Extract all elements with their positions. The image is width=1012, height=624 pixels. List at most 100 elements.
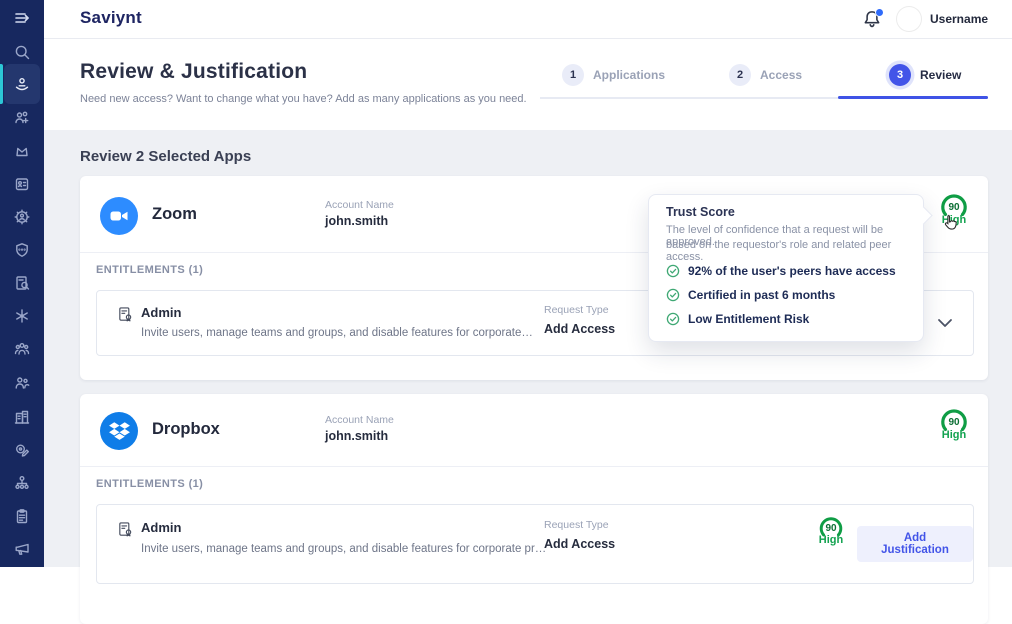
sidebar-item-audit-document[interactable]: [13, 274, 31, 292]
stepper-active-track: [838, 96, 988, 99]
trust-score-gauge[interactable]: 90 High: [937, 409, 971, 441]
sidebar-item-id-card[interactable]: [13, 175, 31, 193]
sidebar-item-certification-badge[interactable]: [13, 441, 31, 459]
building-icon: [14, 410, 30, 424]
spark-icon: [16, 309, 28, 323]
tooltip-item-text: 92% of the user's peers have access: [688, 264, 896, 278]
request-access-icon: [15, 78, 29, 91]
sidebar-item-delegation[interactable]: [13, 374, 31, 392]
zoom-logo-icon: [100, 197, 138, 235]
sidebar-item-add-user[interactable]: [13, 109, 31, 127]
trust-score-level: High: [818, 534, 844, 546]
tooltip-item-text: Certified in past 6 months: [688, 288, 836, 302]
sidebar-item-request-access[interactable]: [13, 75, 31, 93]
step-review[interactable]: 3 Review: [889, 64, 961, 86]
app-name: Zoom: [152, 205, 197, 223]
step-label: Access: [760, 68, 803, 82]
check-circle-icon: [666, 288, 680, 302]
sidebar-active-highlight: [4, 64, 40, 104]
account-name-value: john.smith: [325, 429, 389, 443]
entitlement-description: Invite users, manage teams and groups, a…: [141, 327, 533, 339]
dropbox-logo-icon: [100, 412, 138, 450]
stepper-track: [540, 97, 988, 99]
sidebar: [0, 0, 44, 567]
people-pair-icon: [15, 377, 30, 389]
username-label[interactable]: Username: [930, 12, 989, 26]
sidebar-item-organization[interactable]: [13, 408, 31, 426]
tooltip-item-text: Low Entitlement Risk: [688, 312, 810, 326]
app-name: Dropbox: [152, 420, 220, 438]
saviynt-logo[interactable]: Saviynt: [80, 8, 142, 27]
step-number-badge: 3: [889, 64, 911, 86]
id-card-icon: [15, 178, 29, 191]
page-header-section: Review & Justification Need new access? …: [44, 38, 1012, 130]
request-type-value: Add Access: [544, 322, 616, 336]
tooltip-list-item: Low Entitlement Risk: [666, 312, 809, 326]
entitlement-row: Admin Invite users, manage teams and gro…: [96, 504, 974, 584]
sidebar-item-identity-settings[interactable]: [13, 208, 31, 226]
sidebar-item-announcements[interactable]: [13, 540, 31, 558]
notification-dot: [875, 8, 884, 17]
request-type-label: Request Type: [544, 519, 609, 531]
page-title: Review & Justification: [80, 60, 308, 83]
user-avatar[interactable]: [896, 6, 922, 32]
account-name-value: john.smith: [325, 214, 389, 228]
tooltip-description-line1: The level of confidence that a request w…: [666, 224, 884, 248]
card-divider: [80, 466, 988, 467]
sidebar-item-tasks-clipboard[interactable]: [13, 507, 31, 525]
app-card-dropbox: Dropbox Account Name john.smith 90 High …: [80, 394, 988, 624]
search-icon: [15, 45, 30, 60]
account-name-label: Account Name: [325, 199, 394, 211]
sidebar-item-teams[interactable]: [13, 340, 31, 358]
org-chart-icon: [15, 476, 29, 490]
badge-edit-icon: [16, 444, 29, 457]
request-type-value: Add Access: [544, 537, 616, 551]
add-justification-button[interactable]: Add Justification: [857, 526, 973, 562]
sidebar-item-security-shield[interactable]: [13, 241, 31, 259]
tooltip-description-line2: based on the requestor's role and relate…: [666, 239, 892, 263]
step-label: Applications: [593, 68, 666, 82]
step-applications[interactable]: 1 Applications: [562, 64, 665, 86]
tooltip-list-item: 92% of the user's peers have access: [666, 264, 896, 278]
page-subtitle: Need new access? Want to change what you…: [80, 93, 527, 105]
chevron-down-icon[interactable]: [934, 312, 956, 334]
sidebar-active-indicator: [0, 64, 3, 104]
sidebar-item-menu-expand[interactable]: [13, 9, 31, 27]
trust-score-level: High: [941, 429, 967, 441]
entitlement-document-icon: [117, 521, 134, 538]
shield-icon: [16, 243, 28, 257]
request-type-label: Request Type: [544, 304, 609, 316]
step-access[interactable]: 2 Access: [729, 64, 802, 86]
entitlement-name: Admin: [141, 520, 182, 535]
add-user-icon: [15, 111, 29, 124]
clipboard-icon: [16, 509, 28, 524]
gear-user-icon: [14, 209, 30, 225]
sidebar-item-search[interactable]: [13, 43, 31, 61]
sidebar-item-privileged-access[interactable]: [13, 142, 31, 160]
team-icon: [14, 343, 30, 355]
top-bar: Saviynt Username: [44, 0, 1012, 39]
check-circle-icon: [666, 264, 680, 278]
entitlements-header: ENTITLEMENTS (1): [96, 478, 204, 490]
menu-expand-icon: [15, 13, 29, 23]
crown-icon: [16, 147, 28, 157]
entitlement-description: Invite users, manage teams and groups, a…: [141, 543, 547, 555]
entitlement-document-icon: [117, 306, 134, 323]
step-label: Review: [920, 68, 962, 82]
megaphone-icon: [15, 543, 29, 555]
step-number-badge: 2: [729, 64, 751, 86]
cursor-pointer-icon: [942, 214, 960, 232]
sidebar-item-spark[interactable]: [13, 307, 31, 325]
card-divider: [80, 252, 988, 253]
entitlements-header: ENTITLEMENTS (1): [96, 264, 204, 276]
trust-score-value: 90: [948, 202, 960, 213]
tooltip-list-item: Certified in past 6 months: [666, 288, 835, 302]
trust-score-gauge[interactable]: 90 High: [814, 517, 848, 546]
tooltip-title: Trust Score: [666, 205, 735, 219]
section-title: Review 2 Selected Apps: [80, 148, 252, 165]
account-name-label: Account Name: [325, 414, 394, 426]
trust-score-tooltip: Trust Score The level of confidence that…: [648, 194, 933, 342]
entitlement-name: Admin: [141, 305, 182, 320]
sidebar-item-org-chart[interactable]: [13, 474, 31, 492]
trust-score-value: 90: [825, 523, 837, 534]
